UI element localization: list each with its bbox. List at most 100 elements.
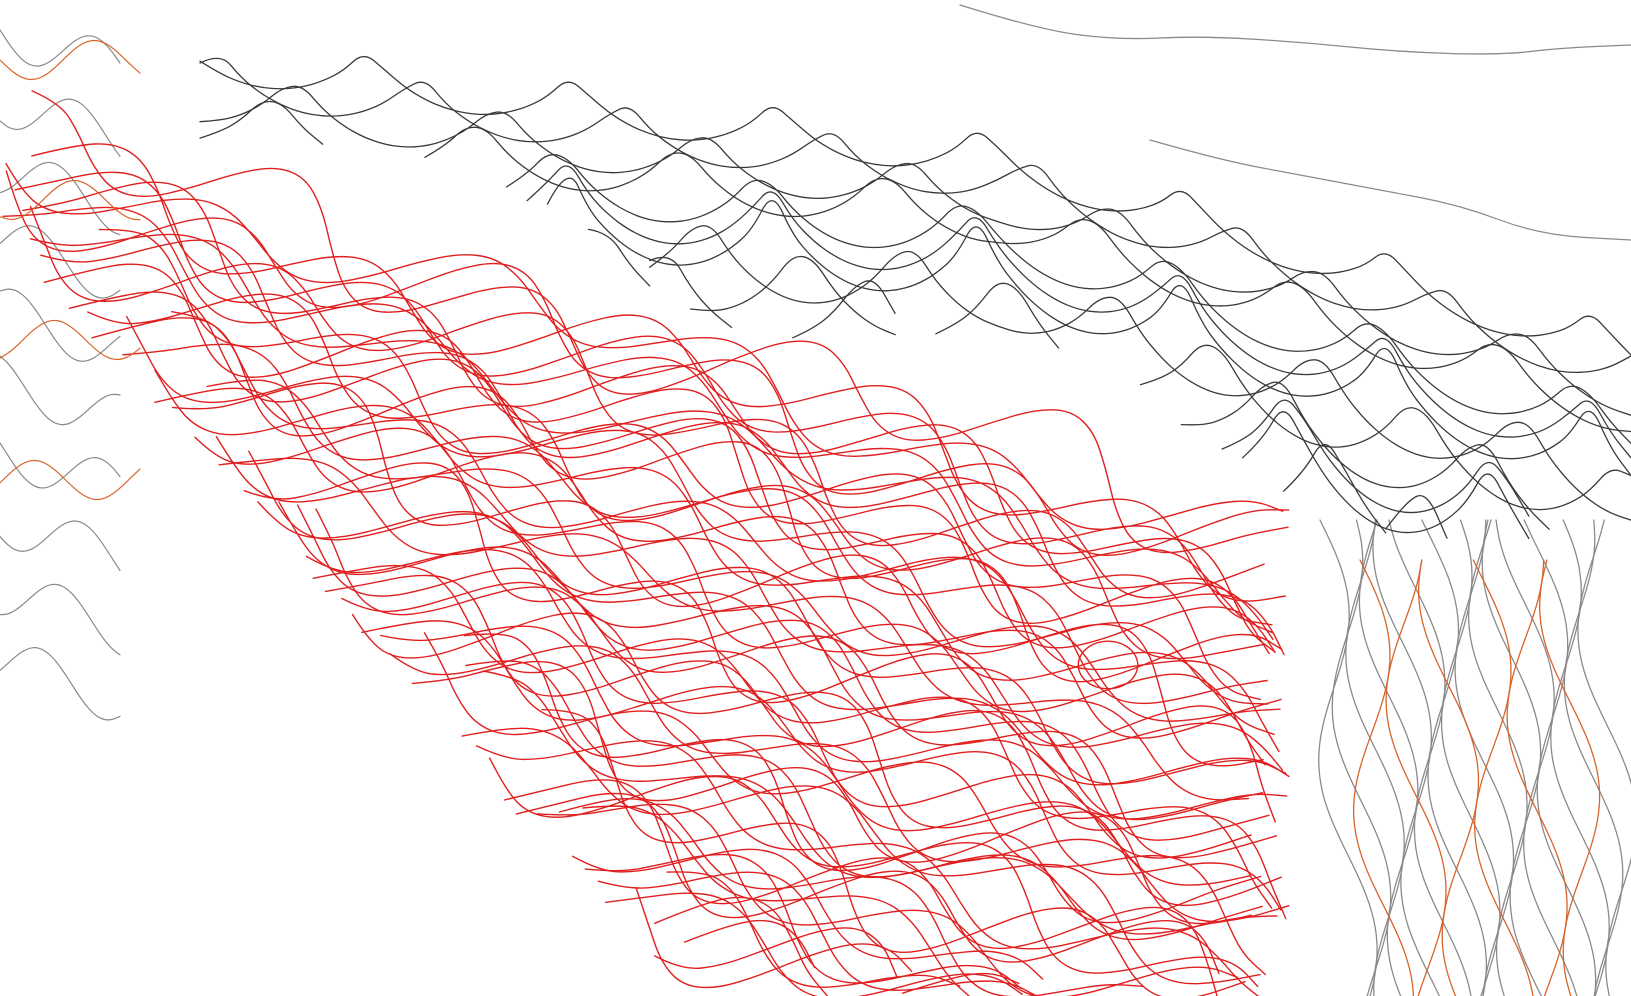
orange-contour-line	[1417, 559, 1480, 996]
red-contour-line	[635, 887, 913, 989]
gray-contour-layer	[0, 29, 1631, 996]
orange-contour-line	[0, 179, 141, 221]
red-contour-line	[901, 972, 1020, 994]
gray-contour-line	[1563, 519, 1624, 996]
red-contour-line	[324, 574, 1287, 920]
red-contour-line	[380, 625, 1252, 886]
red-contour-line	[666, 871, 961, 988]
red-contour-line	[248, 450, 1287, 785]
red-contour-line	[5, 170, 1290, 556]
red-contour-line	[243, 462, 1276, 823]
red-contour-line	[154, 369, 1275, 736]
gray-contour-line	[1468, 519, 1528, 996]
red-contour-line	[126, 315, 1269, 705]
red-contour-line	[465, 660, 1263, 941]
red-contour-line	[206, 379, 1281, 722]
gray-contour-line	[0, 288, 121, 362]
gray-contour-line	[0, 442, 121, 489]
red-contour-line	[305, 548, 1288, 820]
red-contour-line	[654, 896, 829, 996]
dark-contour-line	[1385, 495, 1448, 539]
gray-contour-line	[0, 583, 121, 656]
red-contour-line	[218, 457, 1250, 801]
red-contour-line	[605, 892, 1023, 996]
dark-contour-line	[526, 165, 1631, 459]
orange-contour-line	[1539, 559, 1601, 996]
orange-contour-line	[0, 459, 141, 501]
gray-contour-line	[0, 355, 121, 426]
red-contour-line	[584, 853, 1022, 989]
red-contour-line	[351, 612, 1282, 907]
red-contour-line	[571, 848, 1044, 980]
dark-contour-layer	[199, 4, 1631, 540]
gray-contour-line	[1372, 519, 1441, 996]
red-contour-line	[87, 293, 1266, 660]
orange-contour-line	[1385, 559, 1447, 996]
red-contour-line	[154, 387, 1282, 739]
red-contour-line	[278, 501, 1264, 821]
red-contour-line	[482, 670, 1278, 935]
dark-contour-line	[1282, 444, 1387, 534]
red-contour-line	[91, 317, 1283, 683]
gray-contour-line	[1523, 519, 1597, 996]
red-contour-line	[515, 792, 1220, 975]
red-contour-line	[22, 181, 1276, 653]
dark-contour-line	[505, 154, 1631, 445]
dark-contour-line	[546, 177, 1631, 477]
red-contour-line	[423, 632, 1266, 976]
dark-contour-line	[1149, 139, 1631, 241]
red-contour-line	[315, 508, 1278, 859]
gray-contour-line	[1388, 519, 1472, 996]
dark-contour-line	[935, 282, 1060, 349]
orange-contour-line	[1352, 559, 1415, 996]
gray-contour-line	[1318, 519, 1378, 996]
red-contour-line	[171, 382, 1264, 767]
dark-contour-line	[959, 4, 1631, 55]
gray-contour-line	[1577, 519, 1631, 996]
red-contour-line	[29, 233, 1274, 640]
red-contour-line	[503, 779, 1218, 996]
gray-contour-line	[0, 98, 121, 157]
red-contour-line	[475, 740, 1260, 996]
gray-contour-line	[1421, 519, 1488, 996]
red-contour-line	[296, 504, 1270, 841]
orange-contour-line	[0, 319, 141, 361]
red-contour-line	[29, 205, 1265, 599]
dark-contour-line	[1180, 381, 1550, 530]
red-contour-line	[122, 343, 1268, 705]
dark-contour-line	[1221, 399, 1530, 517]
red-contour-line	[341, 581, 1252, 859]
gray-contour-line	[1495, 519, 1578, 996]
red-contour-line	[215, 436, 1284, 771]
dark-contour-line	[792, 280, 896, 339]
red-contour-line	[541, 708, 1246, 996]
red-contour-line	[683, 919, 816, 969]
red-contour-line	[536, 803, 1238, 996]
red-contour-line	[43, 263, 1270, 655]
red-contour-line	[389, 645, 1290, 923]
dark-contour-line	[199, 57, 1631, 374]
red-contour-line	[558, 798, 1144, 996]
orange-contour-line	[0, 39, 141, 81]
dark-contour-line	[649, 256, 733, 329]
gray-contour-line	[1358, 519, 1419, 996]
red-contour-layer	[2, 90, 1290, 996]
dark-contour-line	[424, 126, 1631, 433]
gray-contour-line	[0, 647, 121, 721]
dark-contour-line	[199, 85, 1631, 416]
red-contour-line	[31, 90, 1289, 554]
gray-contour-line	[0, 520, 121, 572]
red-contour-line	[463, 633, 1262, 924]
gray-contour-line	[0, 29, 121, 67]
red-contour-line	[411, 660, 1252, 925]
gray-contour-line	[1331, 519, 1392, 996]
red-contour-line	[98, 228, 1261, 701]
dark-contour-line	[587, 228, 651, 287]
gray-contour-line	[0, 161, 121, 236]
red-contour-line	[1077, 640, 1139, 690]
gray-contour-line	[1550, 519, 1610, 996]
dark-contour-line	[689, 255, 896, 336]
orange-contour-layer	[0, 39, 1601, 996]
dark-contour-line	[199, 100, 324, 145]
